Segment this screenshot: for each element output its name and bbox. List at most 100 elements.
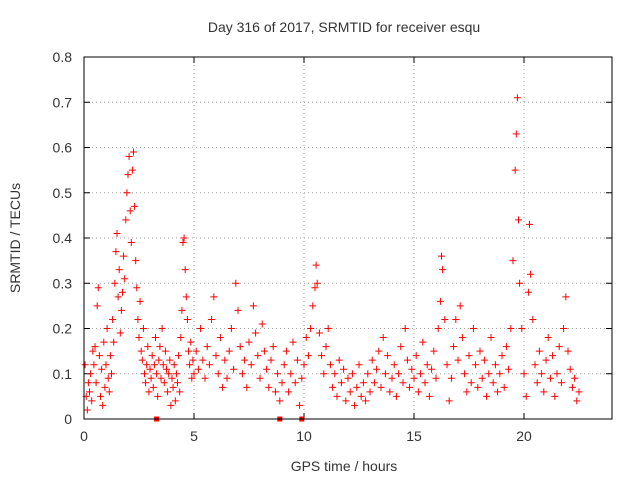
data-point	[144, 343, 152, 351]
data-point	[175, 352, 183, 360]
data-point	[127, 239, 135, 247]
data-point	[287, 370, 295, 378]
data-point	[92, 379, 100, 387]
data-point	[454, 356, 462, 364]
data-point	[138, 356, 146, 364]
data-point	[145, 388, 153, 396]
data-point	[568, 383, 576, 391]
data-point	[258, 320, 266, 328]
data-point	[169, 383, 177, 391]
data-point	[159, 361, 167, 369]
data-point	[139, 325, 147, 332]
data-point	[331, 370, 339, 378]
data-point	[243, 383, 251, 391]
data-point	[106, 352, 114, 360]
data-point	[201, 374, 209, 382]
data-point	[113, 229, 121, 237]
data-point	[322, 343, 330, 351]
data-point	[170, 361, 178, 369]
data-point	[474, 383, 482, 391]
data-point	[549, 352, 557, 360]
data-point	[461, 370, 469, 378]
data-point	[496, 370, 504, 378]
data-point	[553, 370, 561, 378]
data-point	[114, 293, 122, 301]
data-point	[472, 361, 480, 369]
data-point	[190, 370, 198, 378]
chart-title: Day 316 of 2017, SRMTID for receiver esq…	[208, 19, 480, 35]
data-point	[278, 379, 286, 387]
grid-lines	[84, 57, 612, 419]
y-tick-label: 0	[64, 411, 72, 427]
data-point	[476, 347, 484, 355]
y-tick-label: 0.7	[53, 94, 73, 110]
data-point	[430, 347, 438, 355]
data-point	[181, 266, 189, 274]
x-tick-label: 5	[190, 428, 198, 444]
data-point	[194, 365, 202, 373]
data-point	[366, 388, 374, 396]
data-point	[143, 361, 151, 369]
y-tick-label: 0.8	[53, 49, 73, 65]
data-point	[403, 356, 411, 364]
data-point	[392, 392, 400, 400]
data-point	[153, 370, 161, 378]
data-point	[302, 334, 310, 342]
data-point	[252, 329, 260, 337]
y-tick-labels: 0 0.1 0.2 0.3 0.4 0.5 0.6 0.7 0.8	[53, 49, 73, 427]
data-point	[149, 383, 157, 391]
data-point	[221, 356, 229, 364]
data-point	[119, 288, 126, 296]
data-point	[104, 374, 112, 382]
data-point	[513, 94, 521, 102]
data-point	[491, 361, 499, 369]
data-point	[120, 252, 128, 260]
data-point	[291, 379, 299, 387]
data-point	[117, 306, 125, 314]
data-point	[102, 361, 110, 369]
data-point	[318, 352, 326, 360]
data-point	[84, 379, 92, 387]
data-point	[100, 338, 108, 346]
data-point	[188, 374, 196, 382]
data-point	[249, 302, 257, 310]
data-point	[156, 343, 164, 351]
data-point	[178, 306, 186, 314]
data-point	[406, 383, 414, 391]
data-point	[417, 370, 425, 378]
data-point	[399, 379, 407, 387]
data-point	[447, 374, 455, 382]
data-point	[531, 361, 539, 369]
data-point	[368, 356, 376, 364]
data-point	[90, 361, 98, 369]
data-point	[436, 297, 444, 305]
data-point	[88, 397, 96, 405]
data-point	[439, 266, 447, 274]
data-point	[438, 252, 445, 260]
data-point	[483, 392, 491, 400]
data-point	[425, 392, 433, 400]
data-point	[126, 207, 134, 215]
data-point	[146, 365, 154, 373]
data-point	[355, 361, 363, 369]
data-point	[133, 284, 141, 292]
data-point	[293, 356, 301, 364]
data-point	[282, 347, 290, 355]
data-point	[522, 392, 530, 400]
data-point	[158, 325, 166, 332]
data-point	[342, 397, 350, 405]
data-point	[410, 374, 418, 382]
data-point	[359, 379, 367, 387]
data-point	[373, 365, 381, 373]
data-point	[163, 365, 170, 373]
data-point	[167, 401, 175, 409]
data-point	[223, 374, 231, 382]
data-point	[116, 329, 124, 337]
data-point	[298, 374, 306, 382]
data-point	[566, 365, 574, 373]
data-point	[136, 297, 144, 305]
data-point	[227, 325, 235, 332]
data-point	[346, 388, 354, 396]
data-point	[524, 288, 532, 296]
